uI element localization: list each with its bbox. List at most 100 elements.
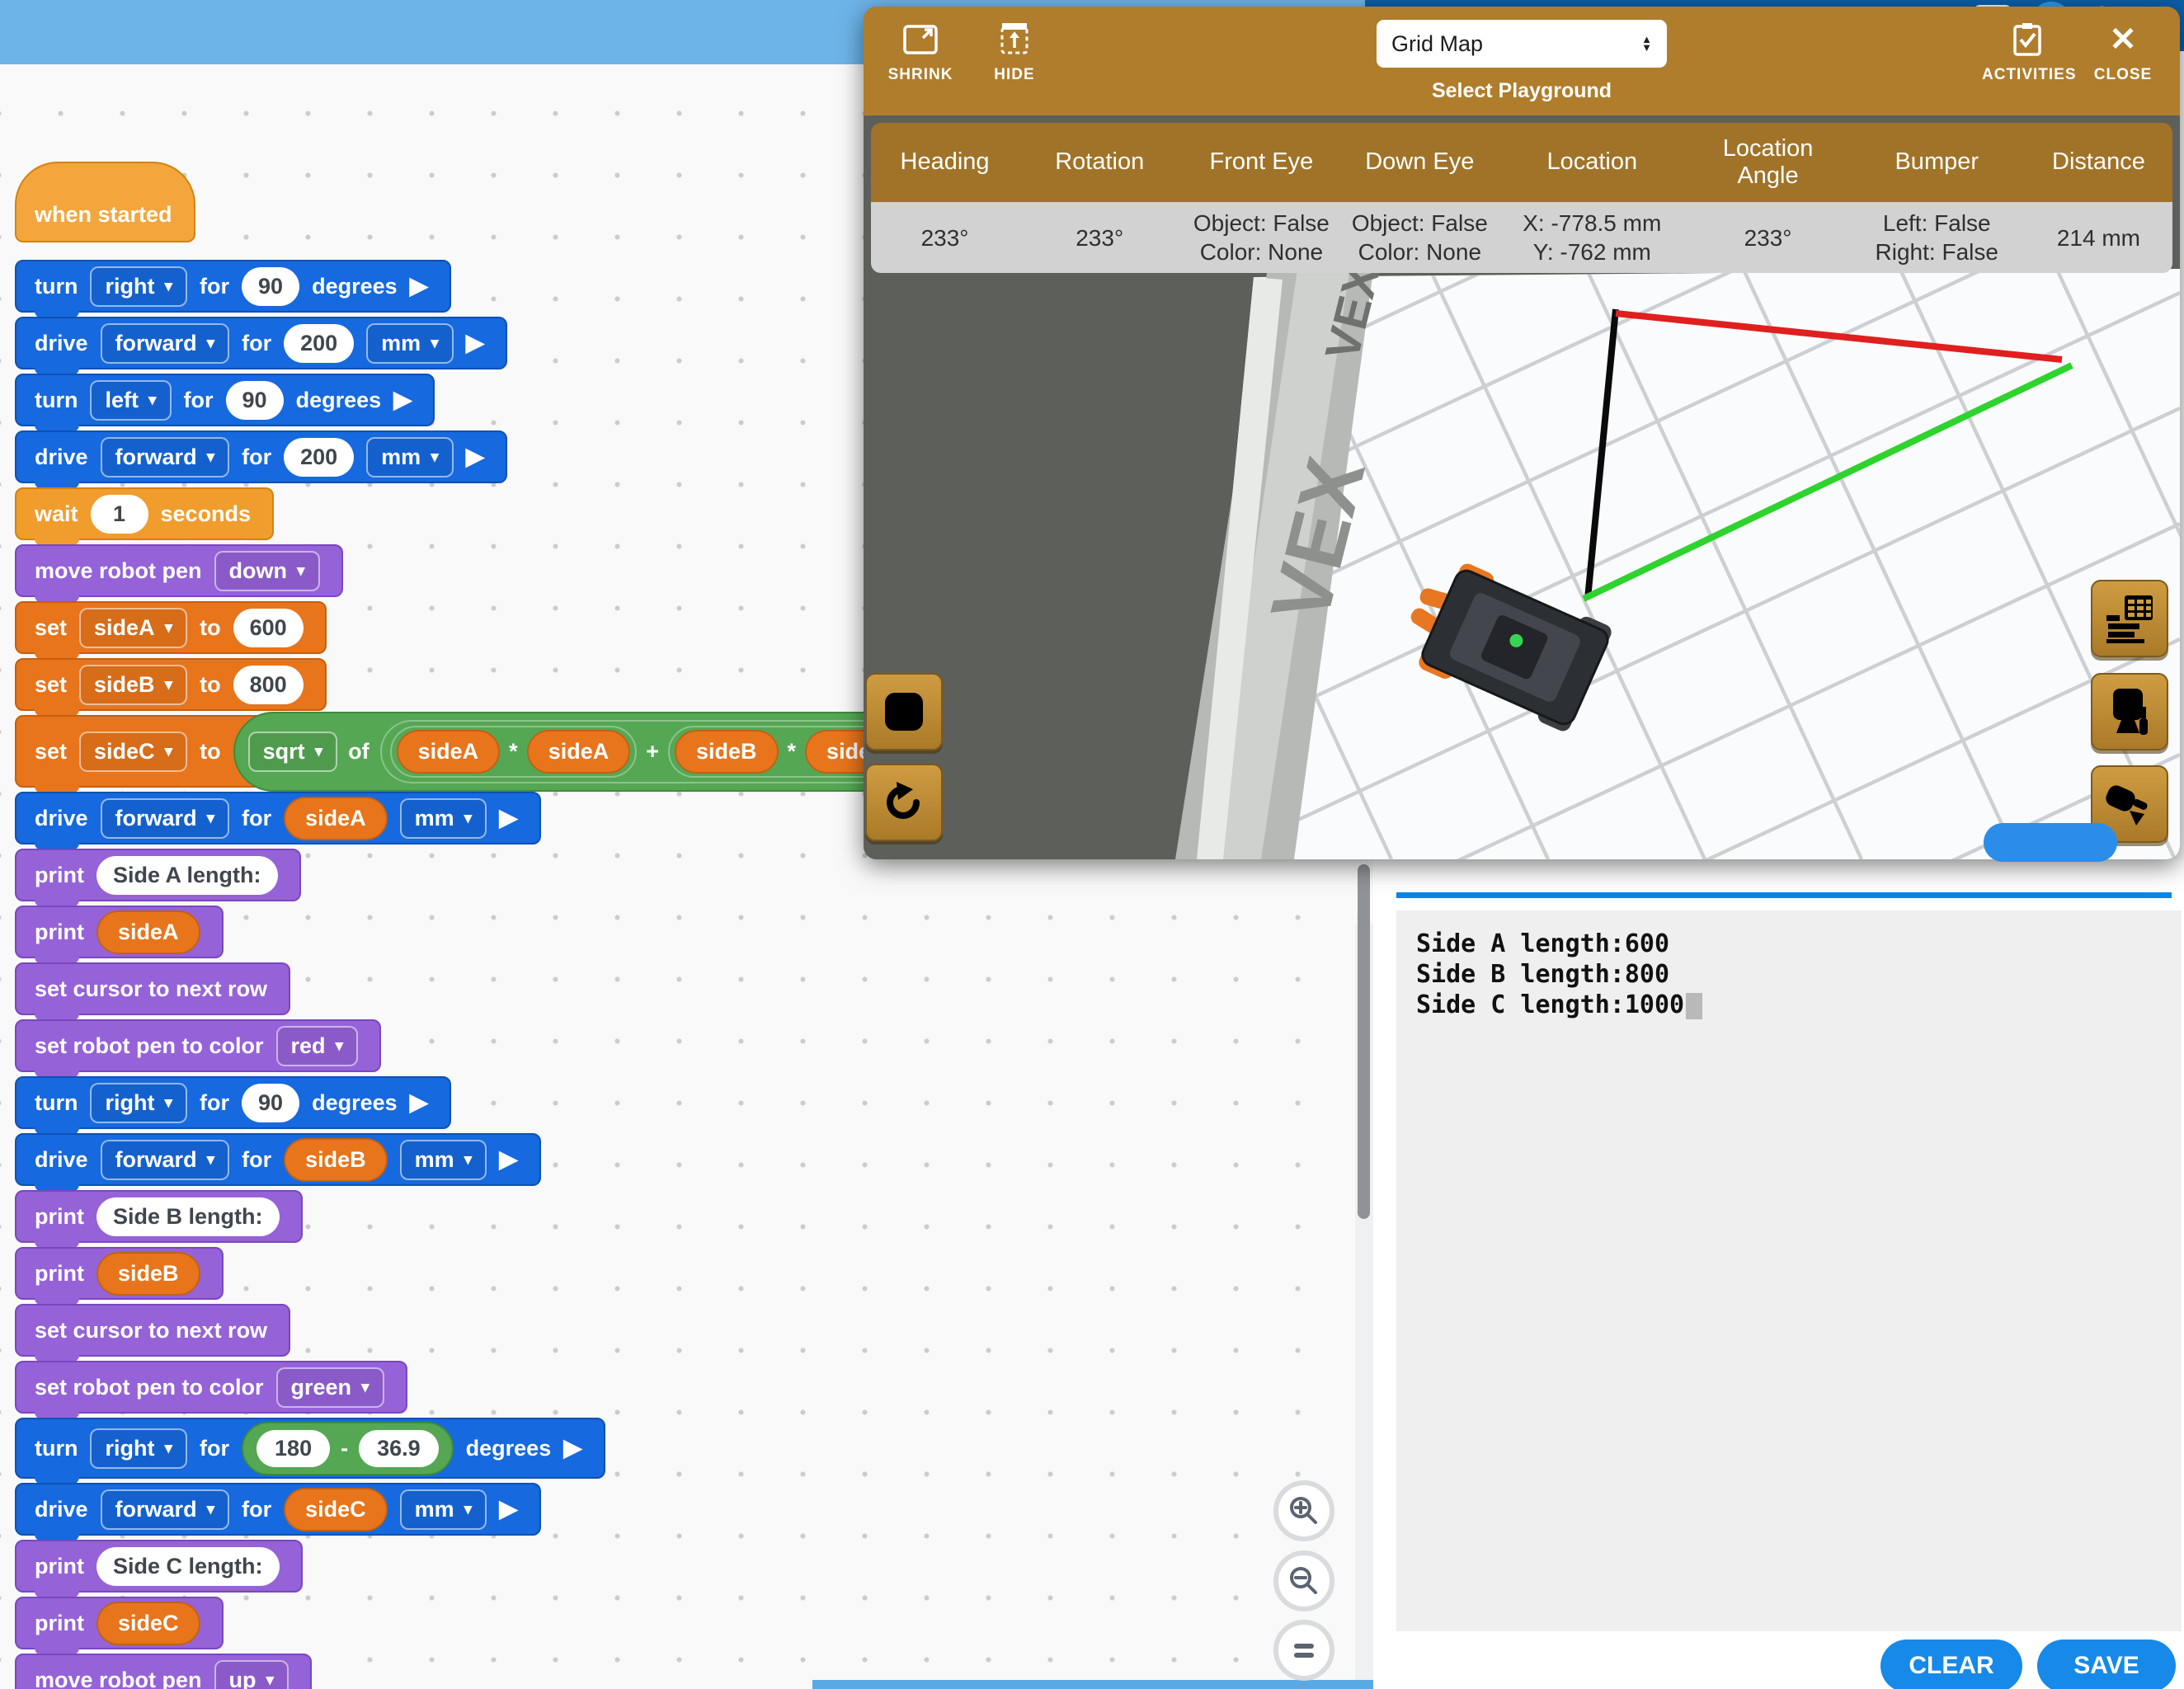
variable-pill[interactable]: sideC — [284, 1487, 388, 1531]
run-arrow-icon[interactable]: ▶ — [499, 804, 518, 831]
block-set-variable-sqrt[interactable]: set sideC ▾ to sqrt ▾ of sideA * sideA + s… — [15, 711, 963, 793]
pen-color-dropdown[interactable]: green ▾ — [275, 1367, 384, 1408]
hide-button[interactable]: HIDE — [969, 21, 1060, 84]
block-turn-expression[interactable]: turn right ▾ for 180 - 36.9 degrees ▶ — [15, 1418, 605, 1484]
block-print[interactable]: print sideA — [15, 906, 224, 964]
block-set-cursor[interactable]: set cursor to next row — [15, 962, 291, 1021]
block-when-started[interactable]: when started — [15, 162, 195, 242]
block-set-cursor[interactable]: set cursor to next row — [15, 1304, 291, 1362]
block-turn[interactable]: turn left ▾ for 90 degrees ▶ — [15, 374, 435, 432]
direction-dropdown[interactable]: forward ▾ — [100, 797, 230, 839]
dashboard-toggle-button[interactable] — [2091, 580, 2168, 657]
run-arrow-icon[interactable]: ▶ — [393, 386, 412, 413]
variable-pill[interactable]: sideC — [96, 1601, 200, 1645]
direction-dropdown[interactable]: forward ▾ — [100, 322, 230, 364]
run-arrow-icon[interactable]: ▶ — [465, 329, 485, 356]
direction-dropdown[interactable]: right ▾ — [90, 266, 188, 307]
unit-dropdown[interactable]: mm ▾ — [366, 436, 454, 478]
variable-dropdown[interactable]: sideB ▾ — [79, 664, 188, 705]
direction-dropdown[interactable]: forward ▾ — [100, 1489, 230, 1530]
unit-dropdown[interactable]: mm ▾ — [399, 797, 487, 839]
variable-dropdown[interactable]: sideC ▾ — [79, 731, 188, 772]
text-input[interactable]: Side C length: — [96, 1546, 280, 1586]
block-print[interactable]: print Side B length: — [15, 1190, 303, 1249]
direction-dropdown[interactable]: forward ▾ — [100, 1139, 230, 1180]
text-input[interactable]: Side B length: — [96, 1197, 280, 1236]
reset-button[interactable] — [865, 764, 943, 841]
partially-hidden-button[interactable] — [1984, 823, 2117, 862]
text-input[interactable]: Side A length: — [96, 855, 278, 895]
degrees-input[interactable]: 90 — [242, 266, 300, 306]
value-input[interactable]: 600 — [233, 608, 304, 647]
sqrt-expression[interactable]: sqrt ▾ of sideA * sideA + sideB * sideB — [233, 711, 940, 792]
block-move-pen[interactable]: move robot pen up ▾ — [15, 1654, 313, 1689]
block-set-pen-color[interactable]: set robot pen to color red ▾ — [15, 1019, 382, 1078]
number-input[interactable]: 180 — [257, 1429, 331, 1467]
direction-dropdown[interactable]: right ▾ — [90, 1082, 188, 1123]
variable-pill[interactable]: sideA — [526, 729, 631, 774]
shrink-button[interactable]: SHRINK — [875, 21, 966, 84]
variable-pill[interactable]: sideB — [284, 1137, 388, 1182]
unit-dropdown[interactable]: mm ▾ — [399, 1139, 487, 1180]
distance-input[interactable]: 200 — [284, 437, 355, 477]
zoom-reset-button[interactable] — [1273, 1620, 1334, 1681]
direction-dropdown[interactable]: left ▾ — [90, 379, 172, 421]
block-drive[interactable]: drive forward ▾ for 200 mm ▾ ▶ — [15, 430, 508, 489]
run-arrow-icon[interactable]: ▶ — [563, 1434, 582, 1461]
robot-view-button[interactable] — [2091, 673, 2168, 750]
variable-dropdown[interactable]: sideA ▾ — [79, 607, 188, 648]
block-set-variable[interactable]: set sideA ▾ to 600 — [15, 601, 327, 660]
variable-pill[interactable]: sideB — [675, 729, 779, 774]
direction-dropdown[interactable]: forward ▾ — [100, 436, 230, 478]
block-drive[interactable]: drive forward ▾ for sideA mm ▾ ▶ — [15, 792, 541, 850]
pen-color-dropdown[interactable]: red ▾ — [275, 1025, 359, 1066]
block-move-pen[interactable]: move robot pen down ▾ — [15, 544, 343, 603]
run-arrow-icon[interactable]: ▶ — [499, 1495, 518, 1522]
workspace-scrollbar-thumb[interactable] — [1358, 864, 1370, 1219]
run-arrow-icon[interactable]: ▶ — [409, 1089, 428, 1116]
direction-dropdown[interactable]: right ▾ — [90, 1428, 188, 1469]
variable-pill[interactable]: sideA — [96, 910, 200, 954]
unit-dropdown[interactable]: mm ▾ — [399, 1489, 487, 1530]
playground-select[interactable]: Grid Map ▲ ▼ — [1377, 20, 1667, 68]
block-drive[interactable]: drive forward ▾ for sideC mm ▾ ▶ — [15, 1483, 541, 1541]
value-input[interactable]: 800 — [233, 665, 304, 704]
pen-position-dropdown[interactable]: up ▾ — [214, 1659, 289, 1689]
block-set-pen-color[interactable]: set robot pen to color green ▾ — [15, 1361, 407, 1419]
block-wait[interactable]: wait 1 seconds — [15, 487, 275, 546]
variable-pill[interactable]: sideA — [284, 796, 388, 840]
degrees-input[interactable]: 90 — [225, 380, 284, 420]
zoom-in-button[interactable] — [1273, 1480, 1334, 1541]
seconds-input[interactable]: 1 — [90, 494, 148, 534]
distance-input[interactable]: 200 — [284, 323, 355, 363]
block-set-variable[interactable]: set sideB ▾ to 800 — [15, 658, 327, 717]
activities-button[interactable]: ACTIVITIES — [1982, 21, 2076, 84]
block-drive[interactable]: drive forward ▾ for 200 mm ▾ ▶ — [15, 317, 508, 375]
block-turn[interactable]: turn right ▾ for 90 degrees ▶ — [15, 260, 451, 318]
variable-pill[interactable]: sideA — [396, 729, 501, 774]
sum-expression[interactable]: sideA * sideA + sideB * sideB — [379, 719, 925, 783]
variable-pill[interactable]: sideB — [96, 1251, 200, 1296]
save-button[interactable]: SAVE — [2037, 1640, 2176, 1689]
block-print[interactable]: print sideB — [15, 1247, 224, 1306]
subtraction-expression[interactable]: 180 - 36.9 — [242, 1421, 454, 1475]
console-output[interactable]: Side A length:600 Side B length:800 Side… — [1396, 910, 2182, 1631]
pen-position-dropdown[interactable]: down ▾ — [214, 550, 320, 591]
close-button[interactable]: ✕ CLOSE — [2078, 21, 2168, 84]
stop-button[interactable] — [865, 673, 943, 750]
run-arrow-icon[interactable]: ▶ — [499, 1146, 518, 1173]
math-function-dropdown[interactable]: sqrt ▾ — [247, 731, 338, 772]
clear-button[interactable]: CLEAR — [1880, 1640, 2022, 1689]
block-print[interactable]: print sideC — [15, 1597, 224, 1655]
run-arrow-icon[interactable]: ▶ — [409, 272, 428, 299]
horizontal-scroll-strip[interactable] — [812, 1680, 1373, 1689]
block-canvas[interactable]: when started turn right ▾ for 90 degrees … — [0, 64, 1373, 1689]
block-print[interactable]: print Side A length: — [15, 849, 301, 907]
number-input[interactable]: 36.9 — [359, 1429, 439, 1467]
block-drive[interactable]: drive forward ▾ for sideB mm ▾ ▶ — [15, 1133, 541, 1192]
run-arrow-icon[interactable]: ▶ — [465, 443, 485, 470]
product-expression[interactable]: sideA * sideA — [389, 725, 638, 778]
zoom-out-button[interactable] — [1273, 1550, 1334, 1611]
degrees-input[interactable]: 90 — [242, 1083, 300, 1122]
block-print[interactable]: print Side C length: — [15, 1540, 303, 1598]
